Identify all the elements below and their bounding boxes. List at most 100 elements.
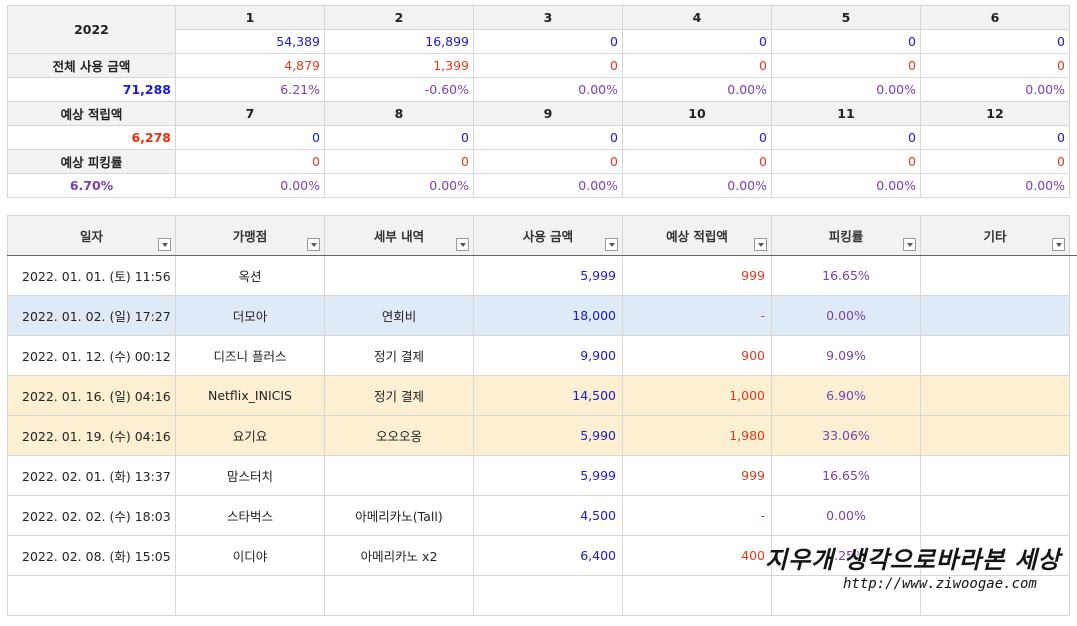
cell-reward[interactable]: 900 xyxy=(623,336,772,376)
cell-amount[interactable]: 9,900 xyxy=(474,336,623,376)
year-label[interactable]: 2022 xyxy=(8,6,176,54)
month-reward[interactable]: 0 xyxy=(623,150,772,174)
month-header[interactable]: 8 xyxy=(325,102,474,126)
cell-rate[interactable]: 16.65% xyxy=(772,256,921,296)
cell-rate[interactable] xyxy=(772,576,921,616)
cell-amount[interactable]: 5,999 xyxy=(474,456,623,496)
month-header[interactable]: 2 xyxy=(325,6,474,30)
month-header[interactable]: 4 xyxy=(623,6,772,30)
filter-dropdown-icon[interactable] xyxy=(605,238,618,251)
cell-merchant[interactable]: 요기요 xyxy=(176,416,325,456)
cell-merchant[interactable]: 더모아 xyxy=(176,296,325,336)
cell-detail[interactable]: 오오오옹 xyxy=(325,416,474,456)
month-header[interactable]: 5 xyxy=(772,6,921,30)
cell-etc[interactable] xyxy=(921,536,1070,576)
cell-rate[interactable]: 6.90% xyxy=(772,376,921,416)
cell-detail[interactable]: 정기 결제 xyxy=(325,336,474,376)
month-amount[interactable]: 0 xyxy=(623,126,772,150)
month-amount[interactable]: 0 xyxy=(772,30,921,54)
cell-merchant[interactable]: Netflix_INICIS xyxy=(176,376,325,416)
cell-rate[interactable]: 33.06% xyxy=(772,416,921,456)
column-header-etc[interactable]: 기타 xyxy=(921,216,1070,256)
cell-merchant[interactable]: 맘스터치 xyxy=(176,456,325,496)
month-amount[interactable]: 16,899 xyxy=(325,30,474,54)
filter-dropdown-icon[interactable] xyxy=(456,238,469,251)
month-rate[interactable]: 0.00% xyxy=(772,78,921,102)
month-reward[interactable]: 0 xyxy=(921,150,1070,174)
cell-detail[interactable] xyxy=(325,456,474,496)
filter-dropdown-icon[interactable] xyxy=(1052,238,1065,251)
cell-etc[interactable] xyxy=(921,336,1070,376)
cell-merchant[interactable] xyxy=(176,576,325,616)
month-amount[interactable]: 0 xyxy=(623,30,772,54)
total-usage-label[interactable]: 전체 사용 금액 xyxy=(8,54,176,78)
cell-detail[interactable]: 연회비 xyxy=(325,296,474,336)
cell-rate[interactable]: 6.25% xyxy=(772,536,921,576)
cell-etc[interactable] xyxy=(921,256,1070,296)
cell-rate[interactable]: 9.09% xyxy=(772,336,921,376)
month-reward[interactable]: 0 xyxy=(623,54,772,78)
cell-date[interactable]: 2022. 01. 01. (토) 11:56 xyxy=(8,256,176,296)
month-reward[interactable]: 0 xyxy=(474,150,623,174)
cell-date[interactable]: 2022. 01. 02. (일) 17:27 xyxy=(8,296,176,336)
column-header-reward[interactable]: 예상 적립액 xyxy=(623,216,772,256)
month-rate[interactable]: 0.00% xyxy=(772,174,921,198)
month-reward[interactable]: 0 xyxy=(772,54,921,78)
cell-etc[interactable] xyxy=(921,376,1070,416)
expected-reward-value[interactable]: 6,278 xyxy=(8,126,176,150)
cell-reward[interactable]: 999 xyxy=(623,456,772,496)
month-amount[interactable]: 0 xyxy=(325,126,474,150)
month-amount[interactable]: 0 xyxy=(474,30,623,54)
month-amount[interactable]: 0 xyxy=(176,126,325,150)
cell-amount[interactable]: 4,500 xyxy=(474,496,623,536)
cell-rate[interactable]: 16.65% xyxy=(772,456,921,496)
cell-amount[interactable]: 6,400 xyxy=(474,536,623,576)
month-header[interactable]: 11 xyxy=(772,102,921,126)
cell-etc[interactable] xyxy=(921,416,1070,456)
month-reward[interactable]: 0 xyxy=(474,54,623,78)
cell-date[interactable]: 2022. 02. 08. (화) 15:05 xyxy=(8,536,176,576)
month-rate[interactable]: 0.00% xyxy=(623,78,772,102)
cell-detail[interactable]: 아메리카노 x2 xyxy=(325,536,474,576)
cell-amount[interactable]: 14,500 xyxy=(474,376,623,416)
month-header[interactable]: 3 xyxy=(474,6,623,30)
cell-reward[interactable] xyxy=(623,576,772,616)
cell-date[interactable]: 2022. 01. 19. (수) 04:16 xyxy=(8,416,176,456)
column-header-merchant[interactable]: 가맹점 xyxy=(176,216,325,256)
cell-amount[interactable]: 18,000 xyxy=(474,296,623,336)
cell-amount[interactable]: 5,990 xyxy=(474,416,623,456)
month-rate[interactable]: 0.00% xyxy=(176,174,325,198)
month-reward[interactable]: 1,399 xyxy=(325,54,474,78)
total-usage-value[interactable]: 71,288 xyxy=(8,78,176,102)
column-header-amount[interactable]: 사용 금액 xyxy=(474,216,623,256)
month-rate[interactable]: 0.00% xyxy=(623,174,772,198)
month-amount[interactable]: 0 xyxy=(474,126,623,150)
cell-rate[interactable]: 0.00% xyxy=(772,496,921,536)
cell-date[interactable]: 2022. 01. 12. (수) 00:12 xyxy=(8,336,176,376)
month-header[interactable]: 7 xyxy=(176,102,325,126)
filter-dropdown-icon[interactable] xyxy=(158,238,171,251)
month-amount[interactable]: 0 xyxy=(921,126,1070,150)
expected-picking-value[interactable]: 6.70% xyxy=(8,174,176,198)
month-rate[interactable]: 0.00% xyxy=(474,174,623,198)
cell-merchant[interactable]: 디즈니 플러스 xyxy=(176,336,325,376)
month-amount[interactable]: 54,389 xyxy=(176,30,325,54)
expected-picking-label[interactable]: 예상 피킹률 xyxy=(8,150,176,174)
expected-reward-label[interactable]: 예상 적립액 xyxy=(8,102,176,126)
cell-amount[interactable] xyxy=(474,576,623,616)
filter-dropdown-icon[interactable] xyxy=(307,238,320,251)
month-reward[interactable]: 0 xyxy=(921,54,1070,78)
cell-detail[interactable]: 아메리카노(Tall) xyxy=(325,496,474,536)
month-header[interactable]: 12 xyxy=(921,102,1070,126)
cell-reward[interactable]: - xyxy=(623,296,772,336)
cell-reward[interactable]: 400 xyxy=(623,536,772,576)
column-header-detail[interactable]: 세부 내역 xyxy=(325,216,474,256)
cell-detail[interactable] xyxy=(325,576,474,616)
month-rate[interactable]: -0.60% xyxy=(325,78,474,102)
month-rate[interactable]: 0.00% xyxy=(325,174,474,198)
filter-dropdown-icon[interactable] xyxy=(754,238,767,251)
cell-date[interactable]: 2022. 01. 16. (일) 04:16 xyxy=(8,376,176,416)
cell-date[interactable]: 2022. 02. 01. (화) 13:37 xyxy=(8,456,176,496)
cell-date[interactable]: 2022. 02. 02. (수) 18:03 xyxy=(8,496,176,536)
month-rate[interactable]: 0.00% xyxy=(921,174,1070,198)
